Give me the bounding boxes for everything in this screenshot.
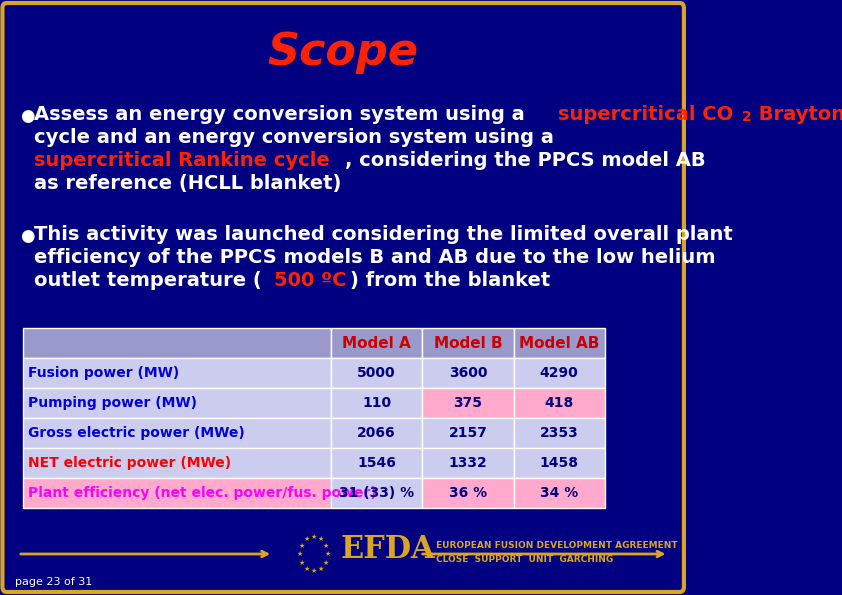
FancyBboxPatch shape [331, 448, 422, 478]
Text: EFDA: EFDA [341, 534, 435, 565]
Text: 110: 110 [362, 396, 392, 410]
FancyBboxPatch shape [514, 448, 605, 478]
FancyBboxPatch shape [422, 448, 514, 478]
Text: page 23 of 31: page 23 of 31 [14, 577, 92, 587]
Text: CLOSE  SUPPORT  UNIT  GARCHING: CLOSE SUPPORT UNIT GARCHING [436, 555, 613, 563]
FancyBboxPatch shape [514, 358, 605, 388]
Text: 375: 375 [453, 396, 482, 410]
Text: ★: ★ [317, 566, 324, 572]
FancyBboxPatch shape [422, 418, 514, 448]
Text: ●: ● [20, 107, 35, 125]
Text: , considering the PPCS model AB: , considering the PPCS model AB [345, 151, 706, 170]
FancyBboxPatch shape [23, 448, 331, 478]
Text: EUROPEAN FUSION DEVELOPMENT AGREEMENT: EUROPEAN FUSION DEVELOPMENT AGREEMENT [436, 541, 678, 550]
FancyBboxPatch shape [422, 478, 514, 508]
Text: ★: ★ [311, 534, 317, 540]
Text: ★: ★ [317, 536, 324, 542]
Text: ★: ★ [324, 551, 331, 557]
Text: 2353: 2353 [540, 426, 578, 440]
Text: as reference (HCLL blanket): as reference (HCLL blanket) [35, 174, 342, 193]
Text: ★: ★ [304, 566, 310, 572]
Text: ★: ★ [299, 543, 305, 549]
FancyBboxPatch shape [23, 418, 331, 448]
Text: 36 %: 36 % [449, 486, 487, 500]
Text: 4290: 4290 [540, 366, 578, 380]
FancyBboxPatch shape [422, 388, 514, 418]
FancyBboxPatch shape [331, 478, 422, 508]
Text: efficiency of the PPCS models B and AB due to the low helium: efficiency of the PPCS models B and AB d… [35, 248, 716, 267]
Text: 1546: 1546 [357, 456, 396, 470]
Text: Pumping power (MW): Pumping power (MW) [28, 396, 197, 410]
FancyBboxPatch shape [514, 478, 605, 508]
FancyBboxPatch shape [331, 328, 422, 358]
Text: NET electric power (MWe): NET electric power (MWe) [28, 456, 231, 470]
Text: 1332: 1332 [449, 456, 488, 470]
Text: Model A: Model A [342, 336, 411, 350]
Text: 2: 2 [742, 110, 752, 124]
Text: Model AB: Model AB [519, 336, 600, 350]
Text: Plant efficiency (net elec. power/fus. power): Plant efficiency (net elec. power/fus. p… [28, 486, 376, 500]
Text: 34 %: 34 % [540, 486, 578, 500]
Text: ●: ● [20, 227, 35, 245]
FancyBboxPatch shape [23, 388, 331, 418]
Text: outlet temperature (: outlet temperature ( [35, 271, 262, 290]
FancyBboxPatch shape [3, 3, 684, 592]
FancyBboxPatch shape [514, 328, 605, 358]
FancyBboxPatch shape [331, 358, 422, 388]
FancyBboxPatch shape [23, 328, 331, 358]
Text: 5000: 5000 [357, 366, 396, 380]
FancyBboxPatch shape [422, 328, 514, 358]
Text: 2066: 2066 [357, 426, 396, 440]
Text: cycle and an energy conversion system using a: cycle and an energy conversion system us… [35, 128, 554, 147]
Text: 500 ºC: 500 ºC [274, 271, 346, 290]
Text: This activity was launched considering the limited overall plant: This activity was launched considering t… [35, 225, 733, 244]
Text: Scope: Scope [268, 30, 418, 74]
Text: ★: ★ [297, 551, 303, 557]
Text: supercritical Rankine cycle: supercritical Rankine cycle [35, 151, 330, 170]
Text: 1458: 1458 [540, 456, 578, 470]
FancyBboxPatch shape [514, 388, 605, 418]
Text: 3600: 3600 [449, 366, 488, 380]
Text: Gross electric power (MWe): Gross electric power (MWe) [28, 426, 244, 440]
Text: ★: ★ [322, 543, 329, 549]
Text: ★: ★ [299, 559, 305, 565]
Text: ★: ★ [322, 559, 329, 565]
Text: ★: ★ [304, 536, 310, 542]
Text: 31 (33) %: 31 (33) % [339, 486, 414, 500]
Text: Assess an energy conversion system using a: Assess an energy conversion system using… [35, 105, 532, 124]
Text: supercritical CO: supercritical CO [557, 105, 733, 124]
FancyBboxPatch shape [331, 388, 422, 418]
FancyBboxPatch shape [23, 358, 331, 388]
FancyBboxPatch shape [422, 358, 514, 388]
Text: 2157: 2157 [449, 426, 488, 440]
Text: ★: ★ [311, 568, 317, 574]
FancyBboxPatch shape [514, 418, 605, 448]
FancyBboxPatch shape [23, 478, 331, 508]
Text: Brayton: Brayton [752, 105, 842, 124]
Text: Fusion power (MW): Fusion power (MW) [28, 366, 179, 380]
FancyBboxPatch shape [331, 418, 422, 448]
Text: ) from the blanket: ) from the blanket [350, 271, 551, 290]
Text: Model B: Model B [434, 336, 502, 350]
Text: 418: 418 [545, 396, 574, 410]
